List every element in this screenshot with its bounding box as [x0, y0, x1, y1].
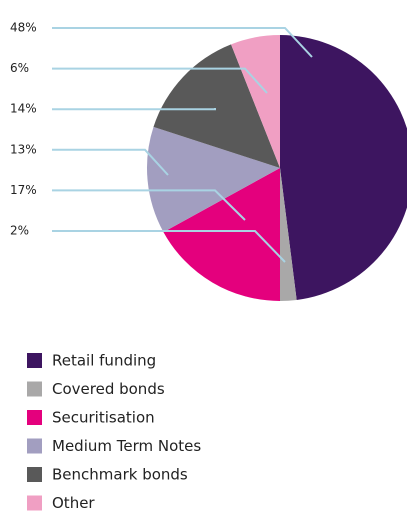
- legend-swatch: [27, 467, 42, 482]
- legend-label: Securitisation: [52, 409, 155, 427]
- value-label: 13%: [10, 142, 37, 156]
- legend-label: Benchmark bonds: [52, 466, 188, 484]
- leader-line: [52, 27, 313, 58]
- legend-swatch: [27, 410, 42, 425]
- leader-line: [52, 230, 286, 263]
- leader-line: [52, 67, 268, 94]
- leader-line: [52, 108, 216, 111]
- pie-slice: [163, 168, 280, 301]
- pie-slice: [147, 126, 280, 233]
- value-label: 48%: [10, 21, 37, 35]
- pie-slice: [280, 35, 407, 300]
- legend-swatch: [27, 353, 42, 368]
- legend-label: Medium Term Notes: [52, 437, 201, 455]
- pie: [147, 35, 407, 301]
- legend-label: Retail funding: [52, 352, 156, 370]
- pie-slice: [153, 44, 280, 169]
- legend-swatch: [27, 381, 42, 397]
- legend-label: Covered bonds: [52, 380, 165, 398]
- leader-lines: [52, 27, 313, 263]
- legend: Retail funding Covered bonds Securitisatio…: [27, 352, 201, 512]
- leader-line: [52, 148, 169, 176]
- value-label: 17%: [10, 183, 37, 197]
- value-label: 14%: [10, 102, 37, 116]
- value-labels: 48% 6% 14% 13% 17% 2%: [10, 21, 37, 238]
- value-label: 6%: [10, 61, 29, 75]
- leader-line: [52, 189, 246, 221]
- legend-label: Other: [52, 494, 95, 512]
- value-label: 2%: [10, 224, 29, 238]
- legend-swatch: [27, 438, 42, 454]
- pie-slice: [280, 168, 297, 301]
- legend-swatch: [27, 495, 42, 511]
